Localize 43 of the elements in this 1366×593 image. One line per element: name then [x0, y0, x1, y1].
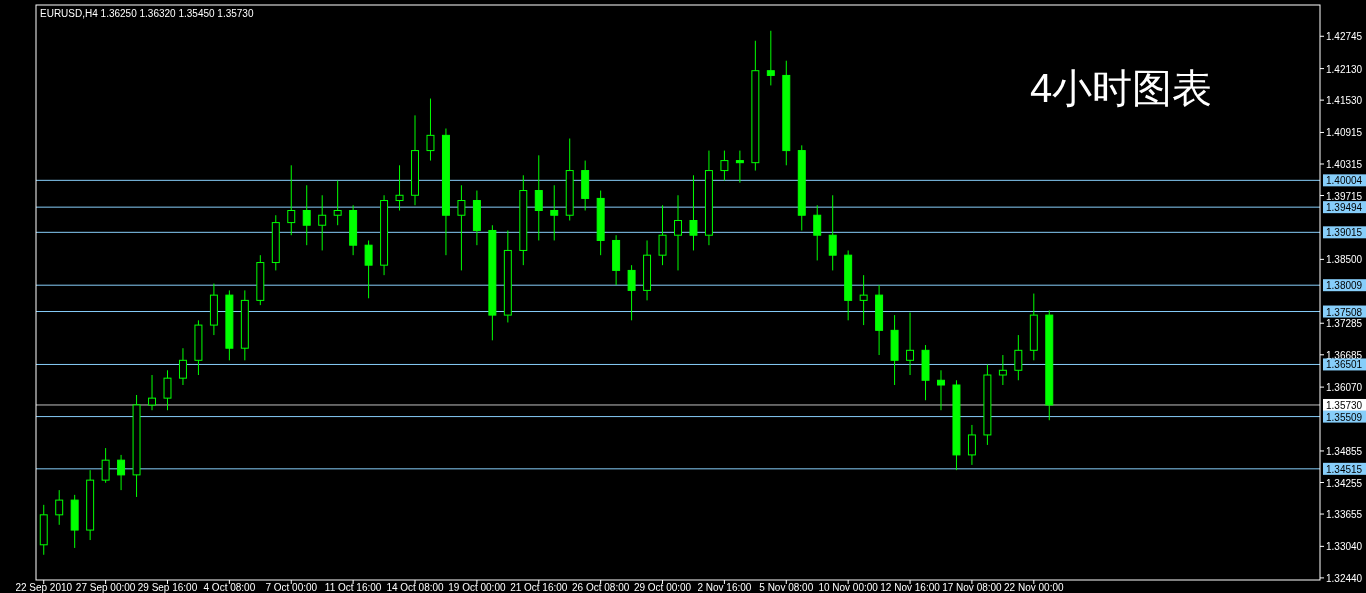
- y-tick-label: 1.39715: [1326, 190, 1363, 202]
- y-tick-label: 1.40915: [1326, 127, 1363, 139]
- ref-line-label: 1.34515: [1326, 463, 1363, 475]
- x-tick-label: 14 Oct 08:00: [386, 582, 445, 593]
- ref-line-label: 1.40004: [1326, 175, 1363, 187]
- y-tick-label: 1.32440: [1326, 572, 1363, 584]
- y-tick-label: 1.36070: [1326, 382, 1363, 394]
- x-tick-label: 27 Sep 00:00: [75, 582, 136, 593]
- y-tick-label: 1.33655: [1326, 509, 1363, 521]
- x-tick-label: 22 Sep 2010: [15, 582, 73, 593]
- y-tick-label: 1.34255: [1326, 477, 1363, 489]
- annotation: 4小时图表: [1030, 66, 1213, 110]
- x-tick-label: 29 Oct 00:00: [633, 582, 692, 593]
- x-tick-label: 11 Oct 16:00: [324, 582, 382, 593]
- y-tick-label: 1.42130: [1326, 63, 1363, 75]
- y-tick-label: 1.33040: [1326, 541, 1363, 553]
- x-tick-label: 19 Oct 00:00: [448, 582, 506, 593]
- y-tick-label: 1.37285: [1326, 318, 1363, 330]
- ref-line-label: 1.39494: [1326, 202, 1363, 214]
- x-tick-label: 4 Oct 08:00: [203, 582, 256, 593]
- x-tick-label: 21 Oct 16:00: [510, 582, 568, 593]
- x-tick-label: 17 Nov 08:00: [942, 582, 1003, 593]
- x-tick-label: 2 Nov 16:00: [697, 582, 752, 593]
- ref-line-label: 1.35509: [1326, 411, 1363, 423]
- x-tick-label: 26 Oct 08:00: [572, 582, 630, 593]
- y-tick-label: 1.40315: [1326, 158, 1363, 170]
- ref-line-label: 1.39015: [1326, 227, 1363, 239]
- x-tick-label: 5 Nov 08:00: [759, 582, 814, 593]
- y-tick-label: 1.41530: [1326, 95, 1363, 107]
- x-tick-label: 10 Nov 00:00: [818, 582, 879, 593]
- ref-line-label: 1.38009: [1326, 280, 1363, 292]
- y-tick-label: 1.42745: [1326, 31, 1363, 43]
- y-tick-label: 1.36685: [1326, 349, 1363, 361]
- x-tick-label: 7 Oct 00:00: [265, 582, 318, 593]
- ref-line-label: 1.37508: [1326, 306, 1363, 318]
- x-tick-label: 12 Nov 16:00: [880, 582, 941, 593]
- chart-title: EURUSD,H4 1.36250 1.36320 1.35450 1.35730: [40, 8, 254, 19]
- x-tick-label: 29 Sep 16:00: [137, 582, 198, 593]
- x-tick-label: 22 Nov 00:00: [1004, 582, 1064, 593]
- y-tick-label: 1.34855: [1326, 445, 1363, 457]
- ref-line-label: 1.36501: [1326, 359, 1363, 371]
- ref-line-label: 1.35730: [1326, 399, 1363, 411]
- y-tick-label: 1.38500: [1326, 254, 1363, 266]
